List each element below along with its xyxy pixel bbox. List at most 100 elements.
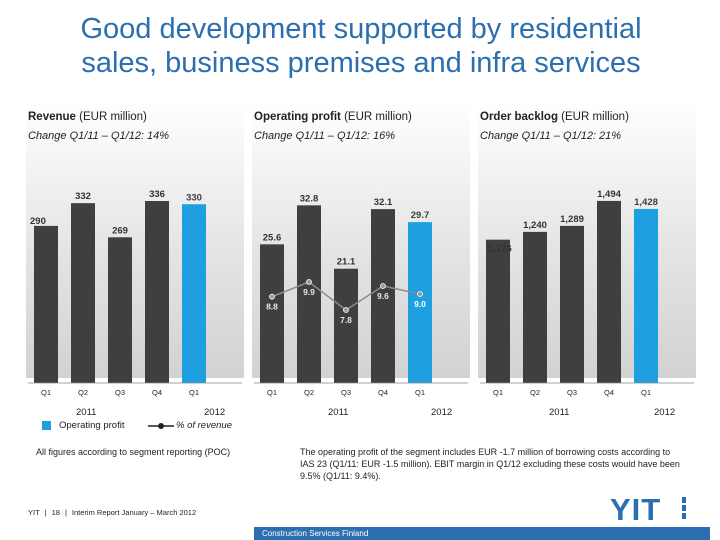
line-point: [306, 279, 312, 285]
panel-heading: Revenue (EUR million): [28, 111, 147, 123]
bar-value-label: 332: [75, 191, 91, 202]
order-backlog-chart: 1,176 Q1 1,240 Q2 1,289 Q3 1,494 Q4 1,428 Q1: [480, 189, 694, 397]
change-text: Change Q1/11 – Q1/12: 14%: [28, 130, 170, 142]
bar-value-label: 1,176: [488, 244, 512, 255]
bar-value-label: 1,240: [523, 220, 547, 231]
line-point: [269, 293, 275, 300]
revenue-panel: Revenue (EUR million) Change Q1/11 – Q1/…: [26, 100, 244, 418]
year-2011-label: 2011: [76, 407, 97, 418]
bar-q4-3: [371, 209, 395, 383]
panel-background: [26, 100, 244, 378]
panel-background: [252, 100, 470, 378]
bar-value-label: 32.1: [374, 197, 393, 208]
metric-unit: (EUR million): [79, 111, 147, 123]
category-label: Q3: [341, 388, 351, 397]
legend-bar-label: Operating profit: [59, 420, 125, 431]
bar-q3-2: [334, 268, 358, 383]
line-value-label: 8.8: [266, 302, 278, 312]
metric-name: Operating profit: [254, 111, 341, 123]
bar-value-label: 330: [186, 192, 202, 203]
category-label: Q3: [115, 388, 125, 397]
change-text: Change Q1/11 – Q1/12: 16%: [254, 130, 396, 142]
bar-q1-0: [260, 244, 284, 383]
year-2012-label: 2012: [431, 407, 453, 418]
category-label: Q3: [567, 388, 577, 397]
bar-q3-2: [108, 237, 132, 383]
bar-q3-2: [560, 225, 584, 383]
category-label: Q4: [604, 388, 614, 397]
line-value-label: 9.0: [414, 299, 426, 309]
line-point: [380, 283, 386, 289]
category-label: Q4: [378, 388, 388, 397]
line-value-label: 9.6: [377, 291, 389, 301]
category-label: Q1: [415, 388, 425, 397]
report-name: Interim Report January – March 2012: [71, 508, 197, 517]
category-label: Q2: [530, 388, 540, 397]
bar-q2-1: [71, 203, 95, 383]
segment-bar: Construction Services Finland: [254, 527, 710, 540]
logo-text: YIT: [610, 494, 661, 524]
metric-name: Order backlog: [480, 111, 558, 123]
order-backlog-panel: Order backlog (EUR million) Change Q1/11…: [478, 100, 696, 418]
line-point: [343, 307, 349, 313]
segment-label: Construction Services Finland: [262, 529, 369, 538]
operating-profit-chart: 25.6 Q1 32.8 Q2 21.1 Q3 32.1 Q4 29.7 Q1 8.8 9.9 7.8 9…: [254, 193, 468, 397]
category-label: Q1: [189, 388, 199, 397]
category-label: Q1: [41, 388, 51, 397]
panel-background: [478, 100, 696, 378]
page-number: 18: [51, 508, 60, 517]
year-2012-label: 2012: [204, 407, 226, 418]
bar-value-label: 336: [149, 189, 165, 200]
yit-logo: YIT: [610, 494, 686, 524]
bar-q1-0: [486, 239, 510, 383]
title-line-1: Good development supported by residentia…: [80, 13, 642, 45]
note-left: All figures according to segment reporti…: [36, 447, 231, 457]
title-line-2: sales, business premises and infra servi…: [81, 47, 641, 79]
bar-value-label: 29.7: [411, 210, 430, 221]
operating-profit-panel: Operating profit (EUR million) Change Q1…: [252, 100, 470, 418]
category-label: Q4: [152, 388, 162, 397]
change-text: Change Q1/11 – Q1/12: 21%: [480, 130, 622, 142]
bar-q1-4: [408, 222, 432, 383]
category-label: Q1: [493, 388, 503, 397]
line-point: [417, 291, 423, 297]
bar-value-label: 32.8: [300, 193, 319, 204]
legend-line-label: % of revenue: [176, 420, 232, 431]
line-value-label: 9.9: [303, 287, 315, 297]
bar-value-label: 290: [30, 216, 46, 227]
category-label: Q1: [641, 388, 651, 397]
legend-line-swatch: [148, 422, 174, 429]
category-label: Q2: [304, 388, 314, 397]
revenue-chart: 290 Q1 332 Q2 269 Q3 336 Q4 330 Q1: [28, 189, 242, 397]
bar-q4-3: [597, 200, 621, 383]
bar-q2-1: [523, 231, 547, 383]
panel-heading: Order backlog (EUR million): [480, 111, 629, 123]
legend-operating-profit: Operating profit: [42, 420, 124, 431]
metric-unit: (EUR million): [344, 111, 412, 123]
note-right: The operating profit of the segment incl…: [300, 447, 680, 481]
bar-value-label: 25.6: [263, 232, 282, 243]
legend-percent-of-revenue: % of revenue: [148, 420, 232, 431]
bar-value-label: 269: [112, 225, 128, 236]
year-2011-label: 2011: [549, 407, 570, 418]
slide-title: Good development supported by residentia…: [6, 12, 716, 80]
bar-value-label: 21.1: [337, 257, 356, 268]
bar-q1-0: [34, 225, 58, 383]
bar-value-label: 1,289: [560, 214, 584, 225]
legend-bar-swatch: [42, 421, 51, 430]
bar-q4-3: [145, 201, 169, 383]
metric-unit: (EUR million): [561, 111, 629, 123]
bar-q1-4: [634, 208, 658, 383]
bar-q2-1: [297, 205, 321, 383]
year-2011-label: 2011: [328, 407, 349, 418]
metric-name: Revenue: [28, 111, 76, 123]
bar-value-label: 1,494: [597, 189, 621, 200]
footer-company: YIT: [28, 508, 40, 517]
category-label: Q2: [78, 388, 88, 397]
bar-value-label: 1,428: [634, 197, 658, 208]
year-2012-label: 2012: [654, 407, 676, 418]
bar-q1-4: [182, 204, 206, 383]
line-value-label: 7.8: [340, 315, 352, 325]
category-label: Q1: [267, 388, 277, 397]
panel-heading: Operating profit (EUR million): [254, 111, 412, 123]
